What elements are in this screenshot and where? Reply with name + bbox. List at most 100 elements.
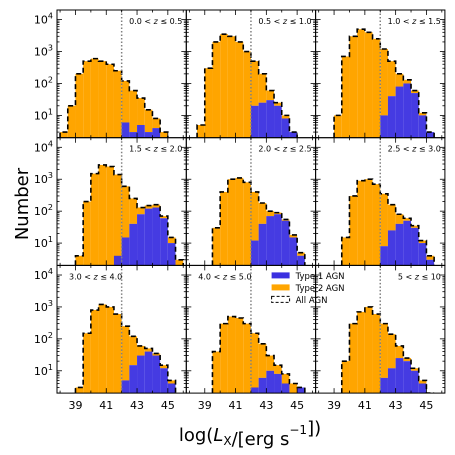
type2-bar bbox=[372, 184, 381, 266]
type1-bar bbox=[137, 124, 145, 138]
x-tick-label: 41 bbox=[229, 399, 243, 412]
type1-bar bbox=[137, 214, 145, 266]
type1-bar bbox=[411, 227, 419, 266]
type1-bar bbox=[403, 361, 412, 394]
type2-bar bbox=[75, 387, 84, 394]
type2-bar bbox=[137, 98, 145, 125]
x-tick-label: 45 bbox=[419, 399, 433, 412]
type2-bar bbox=[212, 351, 221, 394]
type1-bar bbox=[152, 128, 161, 138]
z-range-label: 5 < z ≤ 10 bbox=[398, 272, 441, 281]
type2-bar bbox=[227, 179, 236, 266]
type2-bar bbox=[289, 234, 298, 238]
y-tick-label: 103 bbox=[34, 171, 53, 186]
panel-plot-area bbox=[211, 137, 306, 266]
type2-bar bbox=[137, 345, 145, 356]
x-tick-label: 41 bbox=[99, 399, 113, 412]
type2-bar bbox=[160, 216, 168, 219]
type1-bar bbox=[152, 355, 161, 394]
type2-bar bbox=[235, 41, 244, 138]
type2-bar bbox=[418, 380, 427, 384]
z-range-label: 2.5 < z ≤ 3.0 bbox=[388, 145, 441, 154]
type2-bar bbox=[250, 191, 259, 241]
type2-bar bbox=[152, 204, 161, 208]
type2-bar bbox=[90, 58, 99, 138]
y-tick-label: 102 bbox=[34, 331, 53, 346]
type2-bar bbox=[227, 36, 236, 138]
type2-bar bbox=[220, 323, 228, 394]
type2-bar bbox=[380, 193, 388, 247]
type2-bar bbox=[197, 124, 205, 138]
all-agn-step bbox=[74, 303, 177, 394]
type1-bar bbox=[380, 377, 388, 394]
type1-bar bbox=[266, 370, 275, 394]
type2-bar bbox=[144, 205, 153, 209]
type2-bar bbox=[418, 112, 427, 116]
type1-bar bbox=[258, 102, 267, 138]
all-agn-step bbox=[211, 177, 306, 266]
type1-bar bbox=[281, 220, 290, 266]
type1-bar bbox=[403, 220, 412, 266]
all-agn-step bbox=[340, 306, 435, 394]
type2-bar bbox=[167, 237, 176, 244]
y-tick-label: 104 bbox=[34, 267, 53, 282]
type2-bar bbox=[364, 179, 373, 266]
type1-bar bbox=[160, 368, 168, 394]
type1-bar bbox=[274, 105, 282, 138]
type2-bar bbox=[160, 365, 168, 369]
type2-bar bbox=[113, 174, 122, 266]
type2-bar bbox=[357, 311, 365, 394]
type2-bar bbox=[212, 41, 221, 138]
y-axis-title: Number bbox=[12, 167, 33, 240]
x-axis-title: log(LX/[erg s−1]) bbox=[179, 418, 321, 450]
x-tick-label: 43 bbox=[389, 399, 403, 412]
type1-bar bbox=[167, 243, 176, 266]
all-agn-step bbox=[340, 178, 435, 266]
type2-bar bbox=[258, 73, 267, 103]
panel-2: 0.5 < z ≤ 1.0 bbox=[185, 9, 317, 139]
type2-bar bbox=[129, 90, 138, 133]
all-agn-step bbox=[59, 57, 169, 138]
all-agn-step bbox=[333, 28, 435, 138]
type1-bar bbox=[129, 132, 138, 138]
legend: Type 1 AGN Type 2 AGN All AGN bbox=[271, 272, 345, 306]
type2-bar bbox=[152, 118, 161, 129]
type2-bar bbox=[144, 109, 153, 133]
type2-bar bbox=[152, 353, 161, 356]
type2-bar bbox=[334, 115, 342, 138]
type2-bar bbox=[372, 38, 381, 138]
legend-swatch-type2 bbox=[271, 284, 290, 291]
type1-bar bbox=[297, 387, 305, 394]
type1-bar bbox=[418, 383, 427, 394]
x-tick-label: 45 bbox=[161, 399, 175, 412]
type2-bar bbox=[274, 365, 282, 374]
type1-bar bbox=[266, 216, 275, 266]
panel-plot-area bbox=[333, 10, 435, 138]
type1-bar bbox=[121, 237, 130, 266]
type2-bar bbox=[243, 182, 251, 266]
type2-bar bbox=[235, 177, 244, 266]
type2-bar bbox=[90, 310, 99, 394]
type2-bar bbox=[137, 207, 145, 215]
type2-bar bbox=[227, 316, 236, 394]
type1-bar bbox=[266, 100, 275, 138]
type1-bar bbox=[274, 373, 282, 394]
type2-bar bbox=[243, 323, 251, 394]
x-tick-label: 43 bbox=[130, 399, 144, 412]
all-agn-step bbox=[211, 315, 306, 394]
legend-swatch-type1 bbox=[271, 272, 290, 279]
type2-bar bbox=[75, 255, 84, 266]
y-tick-label: 101 bbox=[34, 235, 53, 250]
type2-bar bbox=[204, 68, 213, 138]
type2-bar bbox=[75, 73, 84, 138]
type2-bar bbox=[426, 255, 435, 260]
panel-plot-area bbox=[196, 10, 298, 138]
panel-plot-area bbox=[74, 265, 177, 394]
type2-bar bbox=[113, 314, 122, 394]
type1-bar bbox=[129, 223, 138, 266]
x-tick-label: 39 bbox=[198, 399, 212, 412]
y-tick-label: 101 bbox=[34, 363, 53, 378]
type2-bar bbox=[98, 304, 107, 394]
panel-1: 101 102 103 104 0.0 < z ≤ 0.5 bbox=[34, 9, 187, 139]
